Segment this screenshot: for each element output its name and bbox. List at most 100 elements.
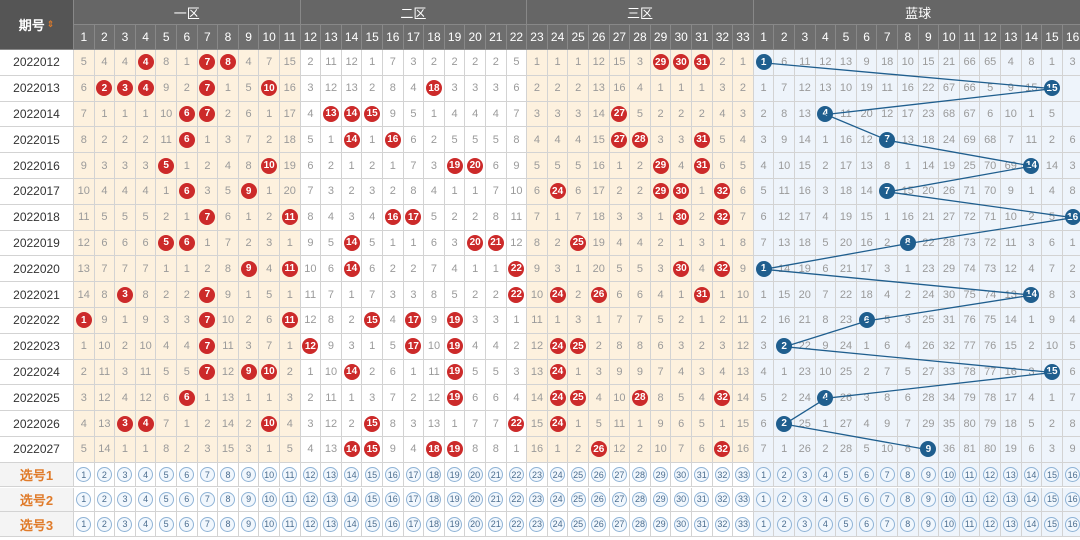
- number-pick-button[interactable]: 9: [241, 467, 257, 483]
- number-pick-button[interactable]: 2: [776, 491, 792, 507]
- selector-cell[interactable]: 9: [918, 512, 940, 537]
- selector-cell[interactable]: 11: [959, 512, 981, 537]
- number-pick-button[interactable]: 9: [920, 467, 936, 483]
- selector-cell[interactable]: 22: [506, 487, 528, 513]
- number-pick-button[interactable]: 21: [488, 467, 504, 483]
- selector-cell[interactable]: 10: [939, 512, 960, 537]
- selector-cell[interactable]: 4: [815, 462, 837, 488]
- number-pick-button[interactable]: 13: [1003, 467, 1019, 483]
- selector-cell[interactable]: 6: [856, 462, 878, 488]
- selector-cell[interactable]: 10: [259, 512, 280, 537]
- number-pick-button[interactable]: 11: [282, 491, 298, 507]
- selector-cell[interactable]: 32: [712, 462, 734, 488]
- number-pick-button[interactable]: 33: [735, 491, 751, 507]
- number-pick-button[interactable]: 16: [1065, 467, 1080, 483]
- number-pick-button[interactable]: 23: [529, 516, 545, 532]
- number-pick-button[interactable]: 19: [447, 516, 463, 532]
- number-pick-button[interactable]: 21: [488, 491, 504, 507]
- selector-cell[interactable]: 14: [341, 512, 363, 537]
- number-pick-button[interactable]: 16: [1065, 491, 1080, 507]
- number-pick-button[interactable]: 26: [591, 516, 607, 532]
- selector-cell[interactable]: 7: [877, 512, 898, 537]
- selector-cell[interactable]: 20: [465, 487, 486, 513]
- number-pick-button[interactable]: 18: [426, 516, 442, 532]
- selector-cell[interactable]: 21: [486, 512, 507, 537]
- number-pick-button[interactable]: 13: [323, 491, 339, 507]
- selector-cell[interactable]: 5: [156, 462, 177, 488]
- number-pick-button[interactable]: 32: [714, 467, 730, 483]
- number-pick-button[interactable]: 27: [611, 491, 627, 507]
- selector-cell[interactable]: 33: [733, 512, 754, 537]
- selector-cell[interactable]: 13: [1001, 487, 1022, 513]
- number-pick-button[interactable]: 3: [797, 516, 813, 532]
- selector-cell[interactable]: 5: [156, 487, 177, 513]
- selector-cell[interactable]: 30: [671, 487, 692, 513]
- number-pick-button[interactable]: 10: [261, 516, 277, 532]
- selector-cell[interactable]: 16: [1062, 487, 1080, 513]
- selector-cell[interactable]: 20: [465, 512, 486, 537]
- selector-cell[interactable]: 7: [197, 487, 219, 513]
- number-pick-button[interactable]: 15: [364, 491, 380, 507]
- selector-cell[interactable]: 1: [753, 487, 775, 513]
- selector-cell[interactable]: 12: [980, 487, 1001, 513]
- number-pick-button[interactable]: 8: [220, 491, 236, 507]
- number-pick-button[interactable]: 9: [241, 491, 257, 507]
- selector-cell[interactable]: 15: [362, 512, 383, 537]
- number-pick-button[interactable]: 13: [323, 516, 339, 532]
- selector-cell[interactable]: 6: [856, 512, 878, 537]
- selector-cell[interactable]: 3: [795, 487, 816, 513]
- number-pick-button[interactable]: 3: [797, 467, 813, 483]
- number-pick-button[interactable]: 17: [405, 491, 421, 507]
- number-pick-button[interactable]: 4: [138, 491, 154, 507]
- selector-cell[interactable]: 8: [898, 462, 919, 488]
- number-pick-button[interactable]: 15: [1044, 516, 1060, 532]
- number-pick-button[interactable]: 12: [982, 491, 998, 507]
- selector-cell[interactable]: 2: [94, 512, 116, 537]
- selector-cell[interactable]: 3: [115, 462, 136, 488]
- selector-cell[interactable]: 2: [94, 487, 116, 513]
- number-pick-button[interactable]: 12: [982, 516, 998, 532]
- number-pick-button[interactable]: 33: [735, 516, 751, 532]
- selector-cell[interactable]: 15: [1042, 512, 1063, 537]
- number-pick-button[interactable]: 20: [467, 491, 483, 507]
- selector-cell[interactable]: 18: [424, 487, 445, 513]
- selector-cell[interactable]: 8: [898, 512, 919, 537]
- sort-arrow-icon[interactable]: ⇕: [46, 19, 55, 29]
- number-pick-button[interactable]: 12: [302, 467, 318, 483]
- selector-cell[interactable]: 9: [238, 462, 260, 488]
- number-pick-button[interactable]: 22: [508, 467, 524, 483]
- number-pick-button[interactable]: 28: [632, 516, 648, 532]
- selector-cell[interactable]: 14: [1021, 512, 1043, 537]
- selector-cell[interactable]: 26: [589, 487, 610, 513]
- selector-cell[interactable]: 5: [836, 487, 857, 513]
- number-pick-button[interactable]: 20: [467, 467, 483, 483]
- selector-cell[interactable]: 1: [74, 487, 95, 513]
- selector-cell[interactable]: 29: [650, 487, 672, 513]
- selector-cell[interactable]: 6: [177, 462, 198, 488]
- selector-cell[interactable]: 26: [589, 462, 610, 488]
- number-pick-button[interactable]: 16: [385, 467, 401, 483]
- number-pick-button[interactable]: 25: [570, 491, 586, 507]
- number-pick-button[interactable]: 2: [776, 467, 792, 483]
- number-pick-button[interactable]: 6: [179, 467, 195, 483]
- selector-cell[interactable]: 22: [506, 512, 528, 537]
- number-pick-button[interactable]: 31: [694, 516, 710, 532]
- number-pick-button[interactable]: 18: [426, 491, 442, 507]
- number-pick-button[interactable]: 5: [838, 491, 854, 507]
- selector-cell[interactable]: 7: [197, 462, 219, 488]
- number-pick-button[interactable]: 8: [220, 516, 236, 532]
- selector-cell[interactable]: 14: [341, 487, 363, 513]
- number-pick-button[interactable]: 9: [241, 516, 257, 532]
- number-pick-button[interactable]: 2: [96, 516, 112, 532]
- selector-cell[interactable]: 18: [424, 512, 445, 537]
- number-pick-button[interactable]: 14: [344, 491, 360, 507]
- number-pick-button[interactable]: 32: [714, 516, 730, 532]
- number-pick-button[interactable]: 3: [117, 491, 133, 507]
- number-pick-button[interactable]: 2: [96, 467, 112, 483]
- selector-cell[interactable]: 6: [856, 487, 878, 513]
- number-pick-button[interactable]: 15: [364, 467, 380, 483]
- number-pick-button[interactable]: 14: [344, 467, 360, 483]
- selector-cell[interactable]: 4: [135, 462, 157, 488]
- number-pick-button[interactable]: 3: [117, 516, 133, 532]
- number-pick-button[interactable]: 33: [735, 467, 751, 483]
